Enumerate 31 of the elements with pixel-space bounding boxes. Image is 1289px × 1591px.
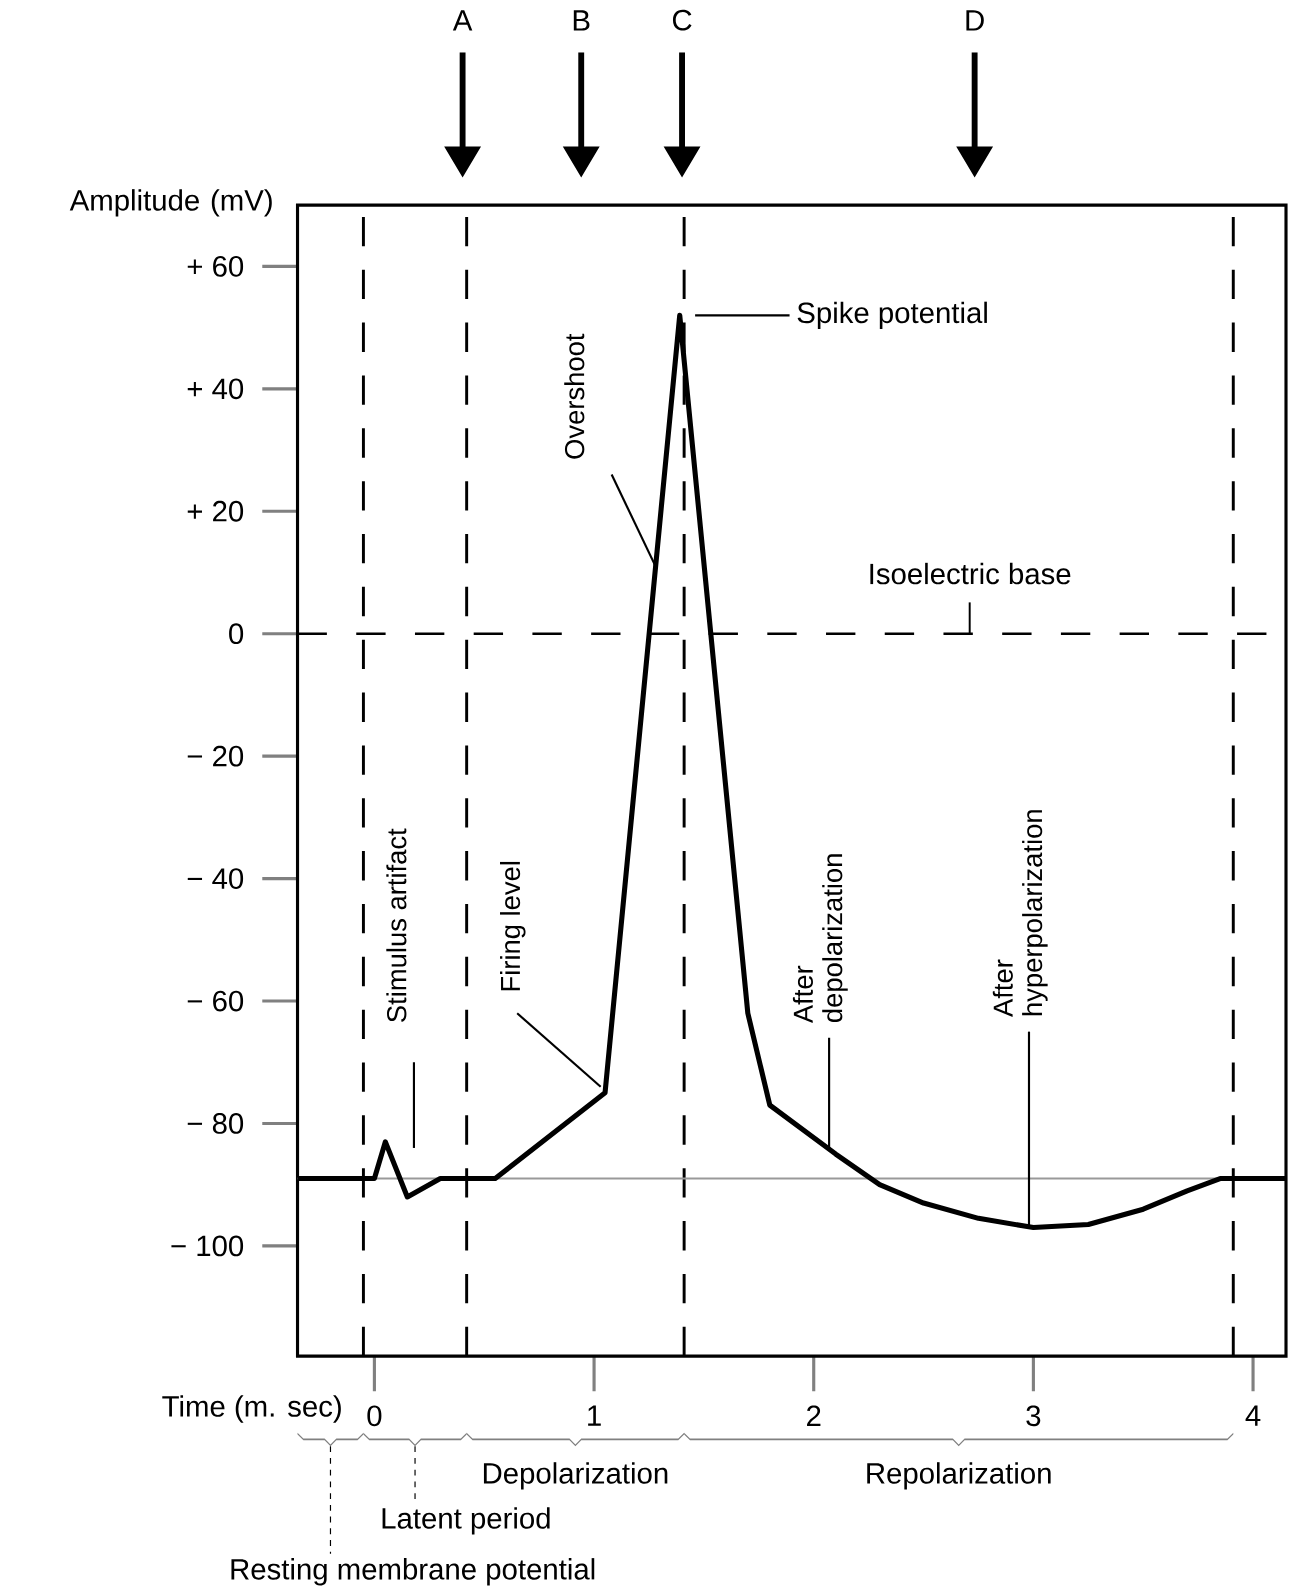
text: Latent period [382,1507,550,1535]
x-axis-title: Time (m. sec) [162,1395,341,1423]
text: Repolarization [867,1462,1051,1490]
y-tick-label: − 100 [171,1235,244,1257]
annotation: Firing level [500,861,526,991]
y-tick-label: − 60 [187,990,244,1012]
y-tick-label: − 80 [187,1113,244,1134]
y-tick-label: + 20 [187,500,244,522]
x-tick-label: 1 [588,1405,601,1426]
y-tick-label: + 40 [187,378,244,400]
text: Depolarization [483,1462,668,1490]
text: B [573,10,590,31]
text: D [966,10,984,31]
y-tick-label: − 20 [187,745,244,767]
annotation: Spike potential [797,301,987,330]
y-tick-label: + 60 [187,255,244,277]
annotation: After hyperpolarization [992,810,1048,1017]
y-tick-label: 0 [229,623,244,645]
x-tick-label: 3 [1026,1405,1041,1427]
x-tick-label: 4 [1245,1405,1261,1426]
text: A [452,10,473,31]
x-tick-label: 2 [807,1405,821,1426]
x-tick-label: 0 [367,1405,382,1427]
text: Resting membrane potential [231,1558,595,1586]
ref-line-label: Isoelectric base [870,562,1071,585]
annotation: Overshoot [564,333,585,459]
annotation: After depolarization [792,854,848,1024]
y-axis-title: Amplitude (mV) [69,189,272,217]
y-tick-label: − 40 [187,868,244,889]
text: C [672,9,692,31]
annotation: Stimulus artifact [386,828,407,1022]
